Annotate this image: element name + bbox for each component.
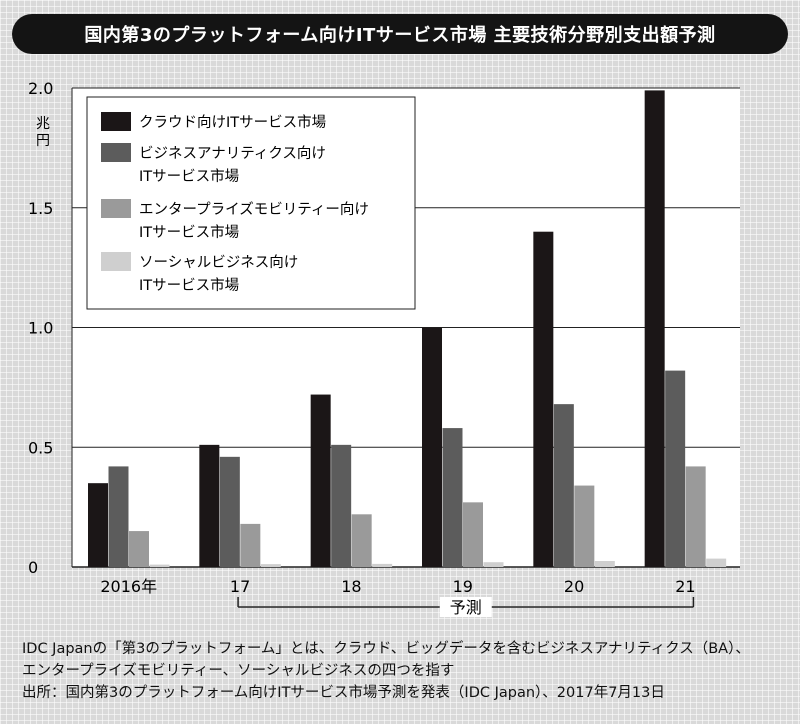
legend-swatch: [101, 252, 131, 271]
bar: [442, 428, 463, 567]
note-line-3: 出所：国内第3のプラットフォーム向けITサービス市場予測を発表（IDC Japa…: [22, 685, 665, 701]
bar: [553, 404, 574, 567]
bar: [199, 444, 220, 567]
y-axis-label-char: 円: [36, 133, 50, 149]
chart-title: 国内第3のプラットフォーム向けITサービス市場 主要技術分野別支出額予測: [84, 25, 716, 46]
bar: [463, 502, 483, 567]
bar: [594, 561, 615, 567]
legend-swatch: [101, 199, 131, 218]
bar: [483, 562, 504, 567]
y-tick-label: 0: [28, 558, 38, 577]
bar: [219, 456, 240, 567]
y-tick-label: 1.5: [28, 199, 53, 218]
note-line-1: IDC Japanの「第3のプラットフォーム」とは、クラウド、ビッグデータを含む…: [22, 641, 750, 657]
legend-label: ITサービス市場: [139, 224, 239, 241]
legend-swatch: [101, 112, 131, 131]
legend-box: [86, 96, 416, 310]
bar: [533, 231, 554, 567]
bar: [422, 327, 442, 567]
y-tick-label: 2.0: [28, 79, 53, 98]
bar: [88, 483, 108, 567]
legend-label: ITサービス市場: [139, 168, 239, 185]
bar: [706, 558, 727, 567]
bar: [310, 394, 331, 567]
forecast-label: 予測: [450, 598, 482, 617]
bar: [108, 466, 129, 567]
bar: [665, 370, 686, 567]
bar: [351, 514, 372, 567]
x-tick-label: 21: [675, 577, 695, 596]
x-tick-label: 18: [341, 577, 361, 596]
chart-title-bar: 国内第3のプラットフォーム向けITサービス市場 主要技術分野別支出額予測: [12, 14, 788, 54]
x-tick-label: 17: [230, 577, 250, 596]
x-tick-label: 2016年: [100, 577, 157, 596]
y-axis-label-char: 兆: [36, 116, 50, 132]
bar: [644, 90, 665, 567]
bar: [685, 466, 706, 567]
note-line-2: エンタープライズモビリティー、ソーシャルビジネスの四つを指す: [22, 663, 455, 679]
legend-swatch: [101, 143, 131, 162]
legend-label: ソーシャルビジネス向け: [139, 254, 298, 271]
legend-label: エンタープライズモビリティー向け: [139, 201, 369, 218]
x-tick-label: 19: [453, 577, 473, 596]
bar: [129, 531, 149, 567]
bar: [149, 564, 170, 567]
bar: [331, 444, 352, 567]
bar-chart: 0 0.5 1.0 1.5 2.0 兆円 2016年 17 18 19 20 21 予測 クラウド向けIT…: [28, 79, 740, 617]
legend-label: クラウド向けITサービス市場: [139, 114, 326, 131]
y-tick-label: 0.5: [28, 438, 53, 457]
bar: [240, 523, 261, 567]
legend-label: ビジネスアナリティクス向け: [139, 145, 326, 162]
legend-label: ITサービス市場: [139, 277, 239, 294]
bar: [372, 563, 393, 567]
x-tick-label: 20: [564, 577, 584, 596]
bar: [574, 485, 595, 567]
bar: [260, 564, 281, 567]
forecast-label-bg: [439, 597, 492, 617]
notes: IDC Japanの「第3のプラットフォーム」とは、クラウド、ビッグデータを含む…: [22, 638, 792, 704]
y-tick-label: 1.0: [28, 319, 53, 338]
